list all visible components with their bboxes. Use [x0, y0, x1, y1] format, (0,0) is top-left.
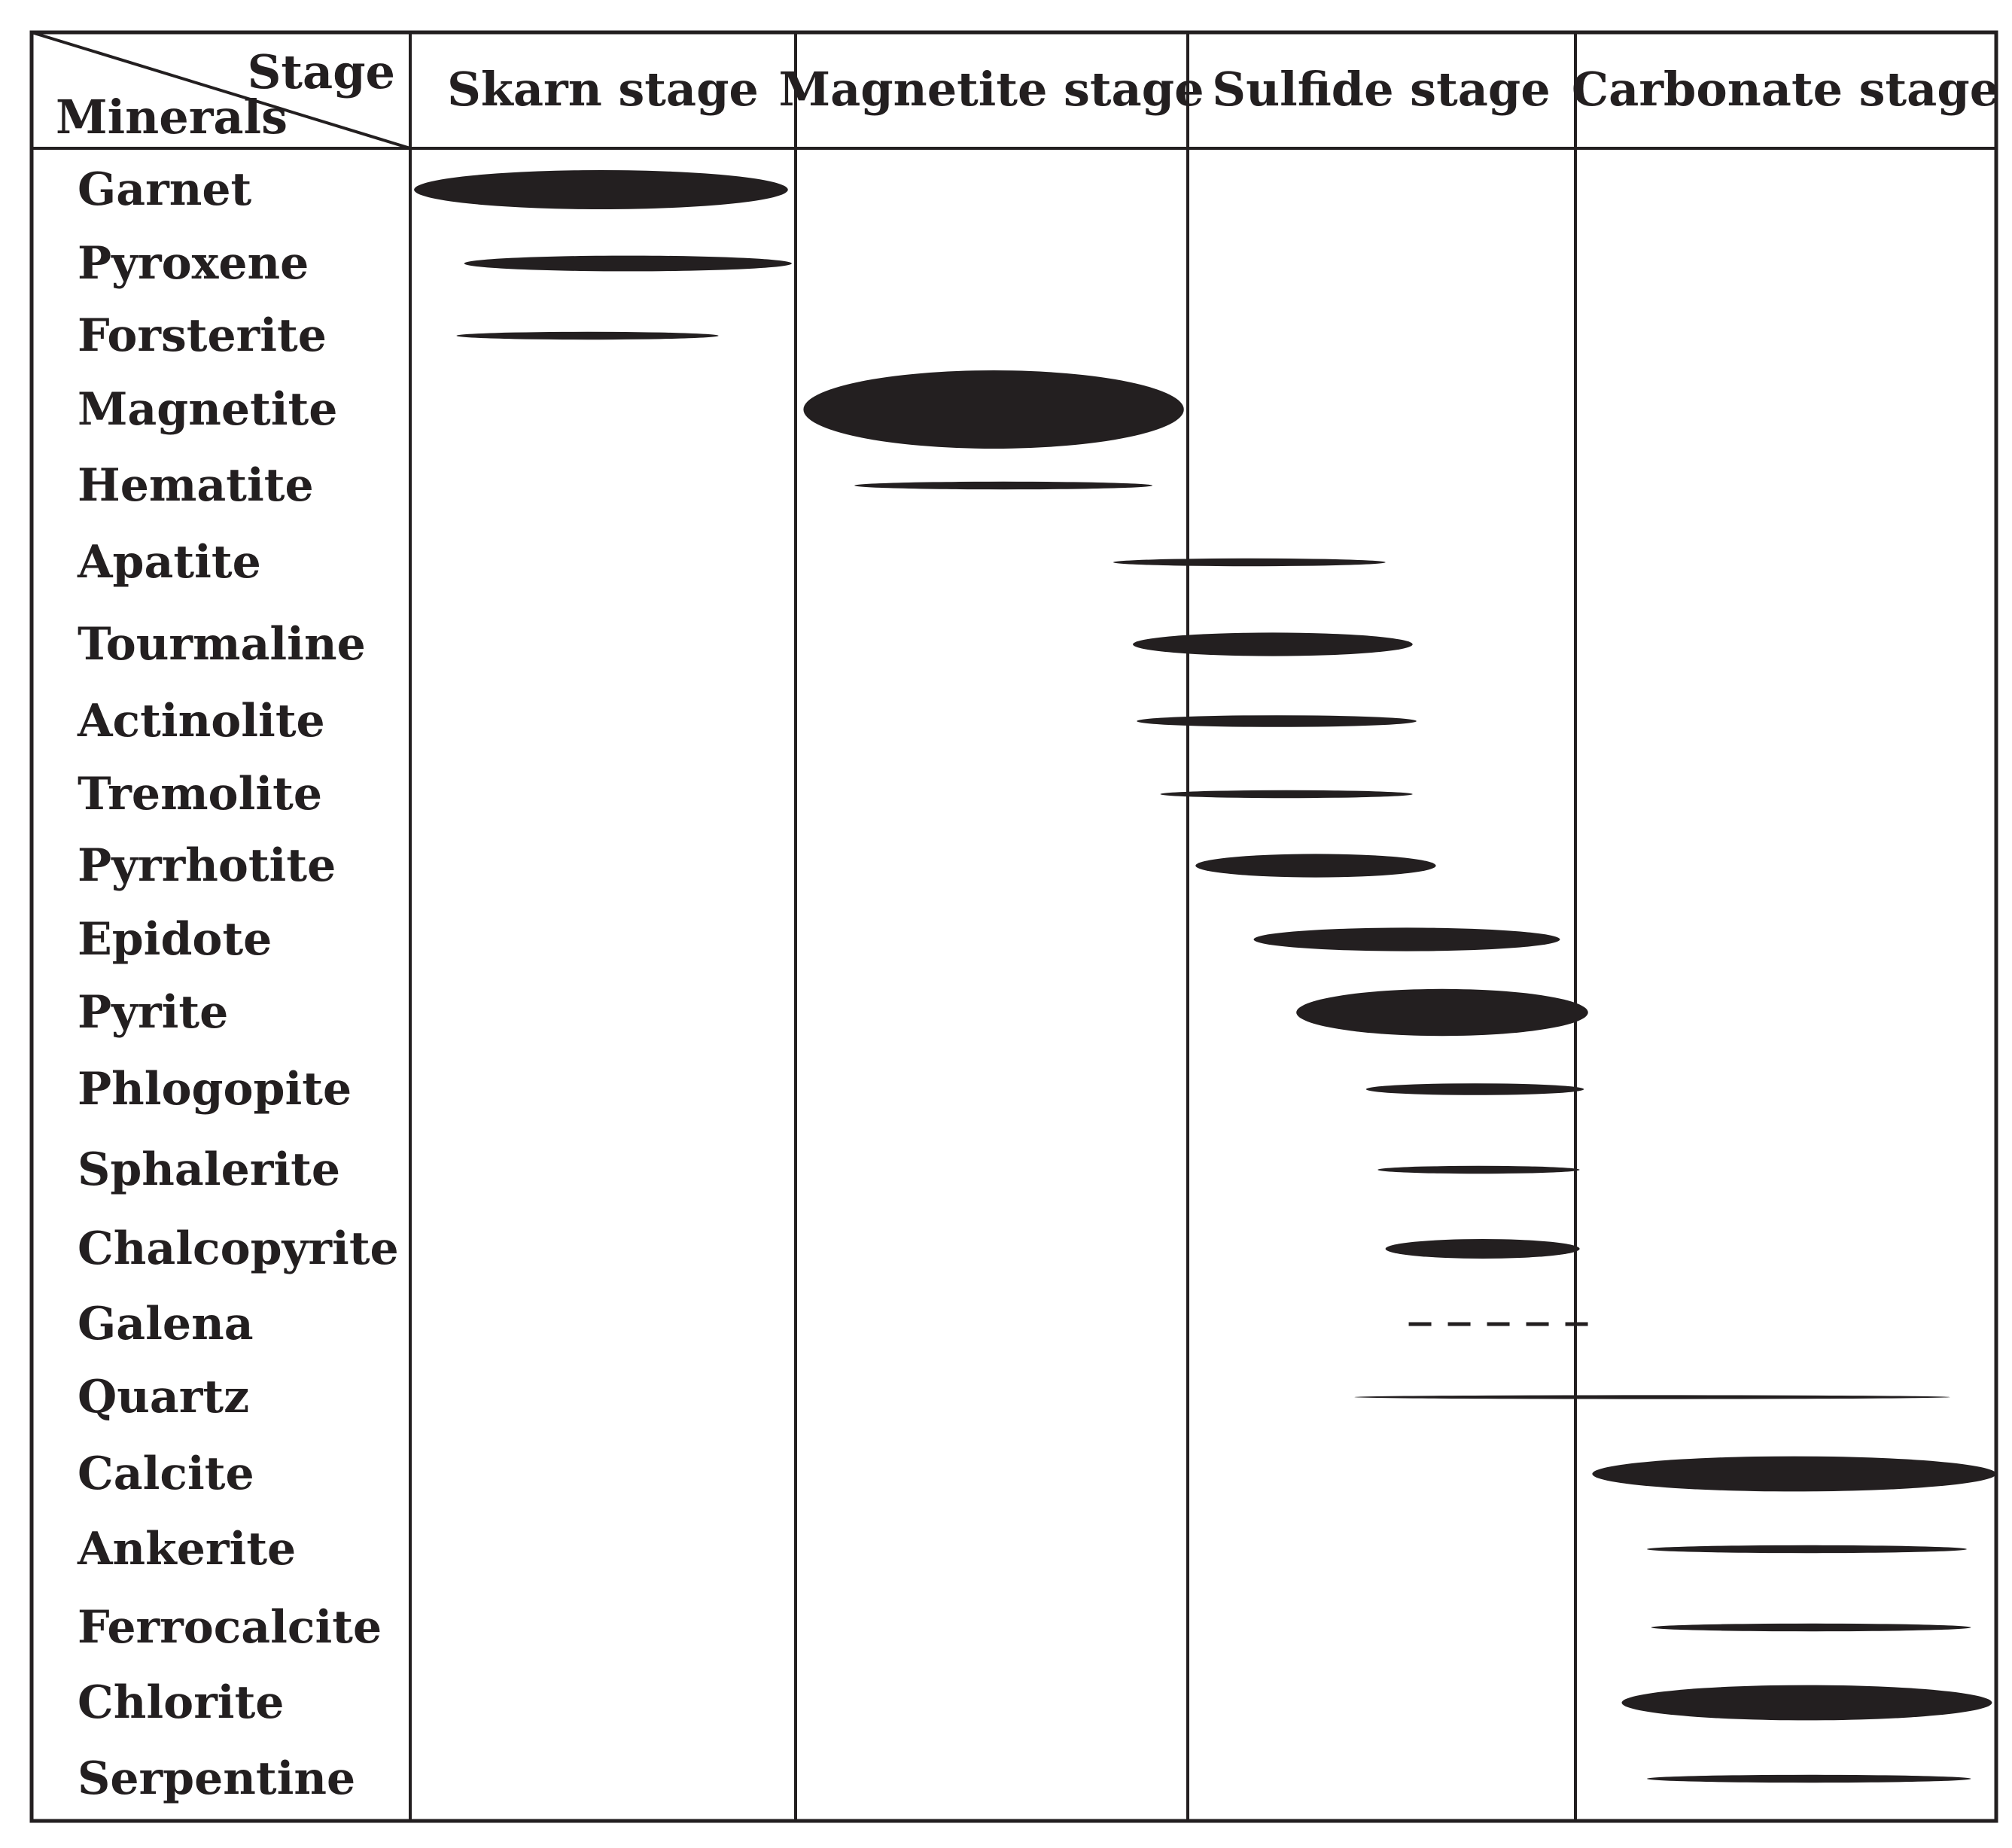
mineral-bar-magnetite: [803, 370, 1184, 449]
mineral-label-pyrrhotite: Pyrrhotite: [78, 839, 336, 892]
mineral-bar-chlorite: [1621, 1685, 1992, 1721]
mineral-bar-pyrite: [1296, 988, 1588, 1037]
mineral-label-garnet: Garnet: [78, 163, 252, 216]
mineral-bar-sphalerite: [1377, 1165, 1580, 1174]
mineral-rows: Garnet Pyroxene Forsterite Magnetite Hematit…: [77, 163, 1996, 1805]
mineral-bar-pyrrhotite: [1195, 854, 1436, 878]
mineral-bar-epidote: [1253, 927, 1560, 951]
mineral-label-hematite: Hematite: [78, 459, 314, 512]
stage-header-sulfide: Sulfide stage: [1212, 62, 1550, 117]
mineral-label-ferrocalcite: Ferrocalcite: [78, 1601, 382, 1654]
stage-header-carbonate: Carbonate stage: [1572, 62, 1999, 117]
corner-stage-label: Stage: [248, 44, 395, 99]
mineral-bar-ferrocalcite: [1651, 1623, 1971, 1632]
mineral-label-epidote: Epidote: [78, 913, 272, 966]
mineral-bar-apatite: [1113, 558, 1386, 567]
mineral-label-pyroxene: Pyroxene: [78, 237, 309, 290]
mineral-label-forsterite: Forsterite: [78, 309, 327, 362]
mineral-bar-hematite: [854, 481, 1153, 490]
mineral-bar-garnet: [414, 170, 788, 209]
stage-header-skarn: Skarn stage: [447, 62, 759, 117]
mineral-bar-tourmaline: [1133, 632, 1413, 656]
mineral-label-chalcopyrite: Chalcopyrite: [78, 1222, 399, 1275]
mineral-bar-forsterite: [456, 331, 719, 340]
mineral-label-ankerite: Ankerite: [77, 1523, 296, 1576]
mineral-label-chlorite: Chlorite: [78, 1676, 284, 1729]
mineral-bar-actinolite: [1137, 715, 1417, 727]
mineral-label-galena: Galena: [78, 1298, 254, 1350]
mineral-label-calcite: Calcite: [78, 1448, 254, 1500]
mineral-label-phlogopite: Phlogopite: [78, 1063, 352, 1116]
mineral-label-tourmaline: Tourmaline: [78, 618, 366, 671]
mineral-label-apatite: Apatite: [77, 536, 261, 589]
mineral-label-sphalerite: Sphalerite: [78, 1143, 340, 1196]
corner-minerals-label: Minerals: [56, 90, 288, 145]
mineral-bar-phlogopite: [1365, 1083, 1584, 1095]
mineral-bar-quartz: [1354, 1395, 1950, 1399]
table-frame: [29, 30, 1998, 1823]
mineral-label-magnetite: Magnetite: [78, 383, 337, 436]
stage-header-magnetite: Magnetite stage: [778, 62, 1204, 117]
mineral-label-pyrite: Pyrite: [78, 986, 228, 1039]
mineral-bar-ankerite: [1647, 1545, 1967, 1554]
mineral-bar-tremolite: [1160, 790, 1413, 799]
mineral-bar-pyroxene: [464, 255, 792, 272]
mineral-label-serpentine: Serpentine: [78, 1752, 355, 1805]
mineral-label-quartz: Quartz: [78, 1371, 249, 1423]
mineral-bar-serpentine: [1647, 1774, 1971, 1783]
mineral-label-actinolite: Actinolite: [77, 695, 325, 747]
mineral-bar-calcite: [1592, 1456, 1996, 1492]
corner-diagonal: [31, 31, 411, 150]
mineral-label-tremolite: Tremolite: [78, 768, 322, 820]
mineral-bar-chalcopyrite: [1385, 1239, 1580, 1259]
